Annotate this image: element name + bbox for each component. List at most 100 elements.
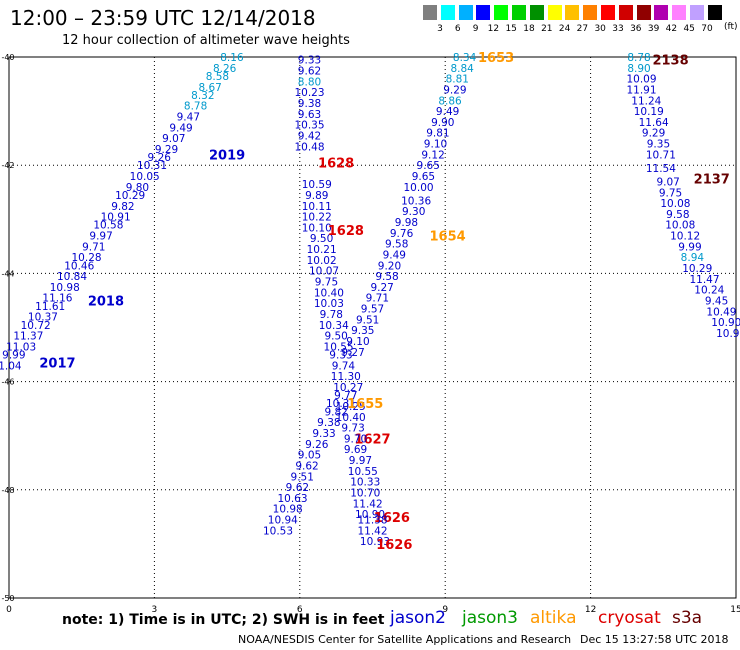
wave-height-value: 10.40	[314, 287, 344, 299]
wave-height-value: 9.65	[417, 160, 440, 172]
wave-height-value: 9.63	[298, 109, 321, 121]
wave-height-value: 11.47	[689, 274, 719, 286]
wave-height-value: 10.24	[694, 285, 724, 297]
wave-height-value: 10.22	[302, 212, 332, 224]
color-scale-swatch	[565, 5, 580, 20]
wave-height-value: 8.84	[450, 63, 474, 75]
x-tick-label: 0	[6, 605, 12, 615]
y-tick-label: -48	[1, 486, 14, 495]
color-scale-label: 30	[594, 24, 606, 34]
wave-height-value: 8.81	[446, 74, 469, 86]
wave-height-value: 10.91	[101, 212, 131, 224]
wave-height-value: 10.29	[682, 263, 712, 275]
wave-height-value: 9.47	[177, 112, 200, 124]
wave-height-value: 11.24	[631, 95, 661, 107]
wave-height-value: 10.90	[355, 509, 385, 521]
wave-height-value: 10.46	[64, 260, 94, 272]
pass-time-label: 2138	[652, 54, 688, 69]
wave-height-value: 8.67	[198, 82, 221, 94]
wave-height-value: 9.12	[421, 149, 444, 161]
wave-height-value: 8.58	[206, 71, 229, 83]
color-scale-label: 6	[454, 24, 461, 34]
wave-height-value: 10.63	[277, 493, 307, 505]
pass-time-label: 2017	[39, 357, 75, 372]
wave-height-value: 10.10	[302, 222, 332, 234]
wave-height-value: 11.16	[42, 293, 72, 305]
wave-height-value: 10.40	[336, 412, 366, 424]
wave-height-value: 9.99	[2, 350, 25, 362]
wave-height-value: 10.34	[319, 320, 349, 332]
wave-height-value: 10.08	[665, 220, 695, 232]
wave-height-value: 10.25	[336, 401, 366, 413]
y-tick-label: -42	[1, 161, 14, 170]
wave-height-value: 10.19	[634, 106, 664, 118]
wave-height-value: 9.80	[126, 182, 149, 194]
color-scale-swatch	[707, 5, 722, 20]
pass-time-label: 2018	[88, 294, 124, 309]
wave-height-value: 10.71	[646, 149, 676, 161]
wave-height-value: 9.82	[324, 406, 347, 418]
satellite-legend-jason2: jason2	[390, 608, 446, 628]
pass-time-label: 1653	[478, 51, 514, 66]
color-scale-label: 18	[523, 24, 535, 34]
satellite-legend-altika: altika	[530, 608, 577, 628]
wave-height-value: 10.03	[314, 298, 344, 310]
wave-height-value: 10.94	[268, 515, 298, 527]
wave-height-value: 9.99	[678, 241, 701, 253]
wave-height-value: 9.97	[89, 231, 112, 243]
wave-height-value: 9.76	[390, 228, 414, 240]
wave-height-value: 9.58	[385, 239, 408, 251]
pass-time-label: 1628	[328, 224, 364, 239]
pass-time-label: 1626	[374, 511, 410, 526]
wave-height-value: 9.62	[286, 482, 309, 494]
wave-height-value: 9.82	[111, 201, 134, 213]
wave-height-value: 9.49	[383, 249, 406, 261]
color-scale-label: 3	[437, 24, 443, 34]
wave-height-value: 9.51	[356, 314, 379, 326]
wave-height-value: 9.51	[291, 471, 314, 483]
y-tick-label: -40	[1, 53, 14, 62]
color-scale-label: 12	[487, 24, 500, 34]
color-scale-label: 21	[541, 24, 553, 34]
satellite-legend-cryosat: cryosat	[598, 608, 661, 628]
wave-height-value: 10.55	[324, 341, 354, 353]
color-scale-swatch	[690, 5, 704, 20]
wave-height-value: 9.42	[298, 130, 321, 142]
color-scale-label: 33	[612, 24, 624, 34]
wave-height-value: 11.30	[331, 371, 361, 383]
wave-height-value: 8.34	[453, 52, 477, 64]
color-scale-label: 15	[505, 24, 517, 34]
wave-height-value: 10.59	[302, 179, 332, 191]
wave-height-value: 9.49	[169, 122, 192, 134]
chart-subtitle: 12 hour collection of altimeter wave hei…	[62, 33, 350, 48]
wave-height-value: 9.62	[298, 66, 321, 78]
y-tick-label: -46	[1, 378, 14, 387]
wave-height-value: 9.89	[305, 190, 328, 202]
wave-height-value: 10.00	[404, 182, 434, 194]
wave-height-value: 11.64	[639, 117, 669, 129]
wave-height-value: 9.77	[334, 390, 357, 402]
wave-height-value: 9.62	[295, 460, 318, 472]
wave-height-value: 9.30	[402, 206, 425, 218]
color-scale-swatch	[440, 5, 455, 20]
y-tick-label: -50	[1, 594, 14, 603]
wave-height-value: 9.26	[148, 152, 172, 164]
color-scale-label: 27	[576, 24, 589, 34]
color-scale-label: 39	[647, 24, 660, 34]
wave-height-value: 8.26	[213, 63, 237, 75]
wave-height-value: 9.27	[370, 282, 393, 294]
wave-height-value: 9.20	[378, 260, 401, 272]
pass-time-label: 2137	[694, 173, 730, 188]
wave-height-value: 10.49	[706, 306, 736, 318]
wave-height-value: 9.57	[361, 304, 384, 316]
wave-height-value: 9.10	[346, 336, 369, 348]
wave-height-value: 10.53	[263, 525, 293, 537]
wave-height-value: 11.04	[0, 360, 22, 372]
wave-height-value: 10.28	[72, 252, 102, 264]
pass-time-label: 1628	[318, 156, 354, 171]
wave-height-value: 9.05	[298, 450, 321, 462]
color-scale-swatch	[494, 5, 509, 20]
wave-height-value: 10.12	[670, 231, 700, 243]
wave-height-value: 10.90	[711, 317, 740, 329]
